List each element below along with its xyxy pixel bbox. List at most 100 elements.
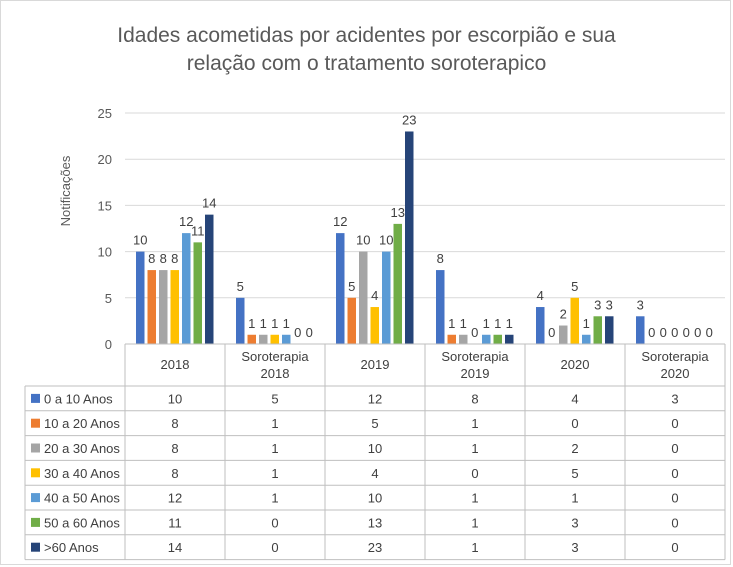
data-label: 4 (537, 288, 544, 303)
category-label: Soroterapia (641, 349, 709, 364)
table-cell-value: 0 (671, 441, 678, 456)
data-label: 5 (571, 279, 578, 294)
y-axis-label: Notificações (58, 155, 73, 226)
category-label: Soroterapia (241, 349, 309, 364)
data-label: 5 (237, 279, 244, 294)
table-cell-value: 12 (368, 391, 382, 406)
bar (370, 307, 379, 344)
table-cell-value: 3 (571, 540, 578, 555)
category-label: 2020 (661, 366, 690, 381)
table-cell-value: 4 (371, 466, 378, 481)
table-cell-value: 5 (371, 416, 378, 431)
table-cell-value: 0 (671, 416, 678, 431)
y-tick-label: 15 (98, 198, 112, 213)
table-cell-value: 0 (671, 466, 678, 481)
bar (405, 131, 414, 344)
table-cell-value: 1 (271, 441, 278, 456)
data-label: 1 (506, 316, 513, 331)
table-cell-value: 1 (271, 416, 278, 431)
data-label: 14 (202, 196, 216, 211)
data-label: 8 (160, 251, 167, 266)
bar (136, 251, 145, 344)
table-cell-value: 8 (171, 466, 178, 481)
data-label: 1 (248, 316, 255, 331)
data-label: 0 (660, 325, 667, 340)
bar (459, 334, 468, 344)
bar (247, 334, 256, 344)
series-name: 30 a 40 Anos (44, 466, 120, 481)
bar (382, 251, 391, 344)
data-label: 2 (560, 307, 567, 322)
data-label: 0 (294, 325, 301, 340)
bar (636, 316, 645, 344)
bar (436, 270, 445, 344)
legend-key (31, 468, 40, 478)
data-label: 8 (148, 251, 155, 266)
data-label: 1 (460, 316, 467, 331)
data-label: 13 (391, 205, 405, 220)
data-label: 0 (671, 325, 678, 340)
bar (159, 270, 168, 344)
bar (336, 233, 345, 344)
table-cell-value: 3 (571, 515, 578, 530)
data-label: 0 (706, 325, 713, 340)
table-cell-value: 13 (368, 515, 382, 530)
table-cell-value: 1 (471, 515, 478, 530)
bar (447, 334, 456, 344)
legend-key (31, 493, 40, 503)
bar (182, 233, 191, 344)
bar (147, 270, 156, 344)
data-label: 1 (583, 316, 590, 331)
bar (270, 334, 279, 344)
bar (493, 334, 502, 344)
table-cell-value: 8 (171, 441, 178, 456)
bar (393, 223, 402, 344)
data-label: 11 (191, 223, 205, 238)
table-cell-value: 0 (271, 540, 278, 555)
legend-key (31, 542, 40, 552)
data-label: 10 (379, 233, 393, 248)
bar (559, 325, 568, 344)
bar (582, 334, 591, 344)
data-label: 3 (637, 297, 644, 312)
table-cell-value: 1 (471, 540, 478, 555)
series-name: 20 a 30 Anos (44, 441, 120, 456)
y-tick-label: 10 (98, 245, 112, 260)
table-cell-value: 11 (168, 515, 182, 530)
data-label: 1 (271, 316, 278, 331)
table-cell-value: 0 (671, 540, 678, 555)
data-label: 4 (371, 288, 378, 303)
data-label: 1 (283, 316, 290, 331)
bar (605, 316, 614, 344)
data-label: 1 (483, 316, 490, 331)
table-cell-value: 3 (671, 391, 678, 406)
table-cell-value: 12 (168, 491, 182, 506)
table-cell-value: 0 (471, 466, 478, 481)
series-name: >60 Anos (44, 540, 99, 555)
bar (359, 251, 368, 344)
data-label: 3 (594, 297, 601, 312)
table-cell-value: 1 (571, 491, 578, 506)
y-tick-label: 25 (98, 106, 112, 121)
legend-key (31, 517, 40, 527)
table-cell-value: 1 (471, 441, 478, 456)
bar (482, 334, 491, 344)
data-label: 12 (179, 214, 193, 229)
bar (170, 270, 179, 344)
bar (347, 297, 356, 344)
data-label: 0 (306, 325, 313, 340)
bar (282, 334, 291, 344)
table-cell-value: 8 (171, 416, 178, 431)
bar (536, 307, 545, 344)
legend-key (31, 443, 40, 453)
table-cell-value: 0 (271, 515, 278, 530)
bar (570, 297, 579, 344)
data-label: 23 (402, 112, 416, 127)
data-label: 1 (448, 316, 455, 331)
data-label: 3 (606, 297, 613, 312)
category-label: 2019 (361, 357, 390, 372)
bar (193, 242, 202, 344)
table-cell-value: 1 (471, 416, 478, 431)
data-label: 8 (437, 251, 444, 266)
